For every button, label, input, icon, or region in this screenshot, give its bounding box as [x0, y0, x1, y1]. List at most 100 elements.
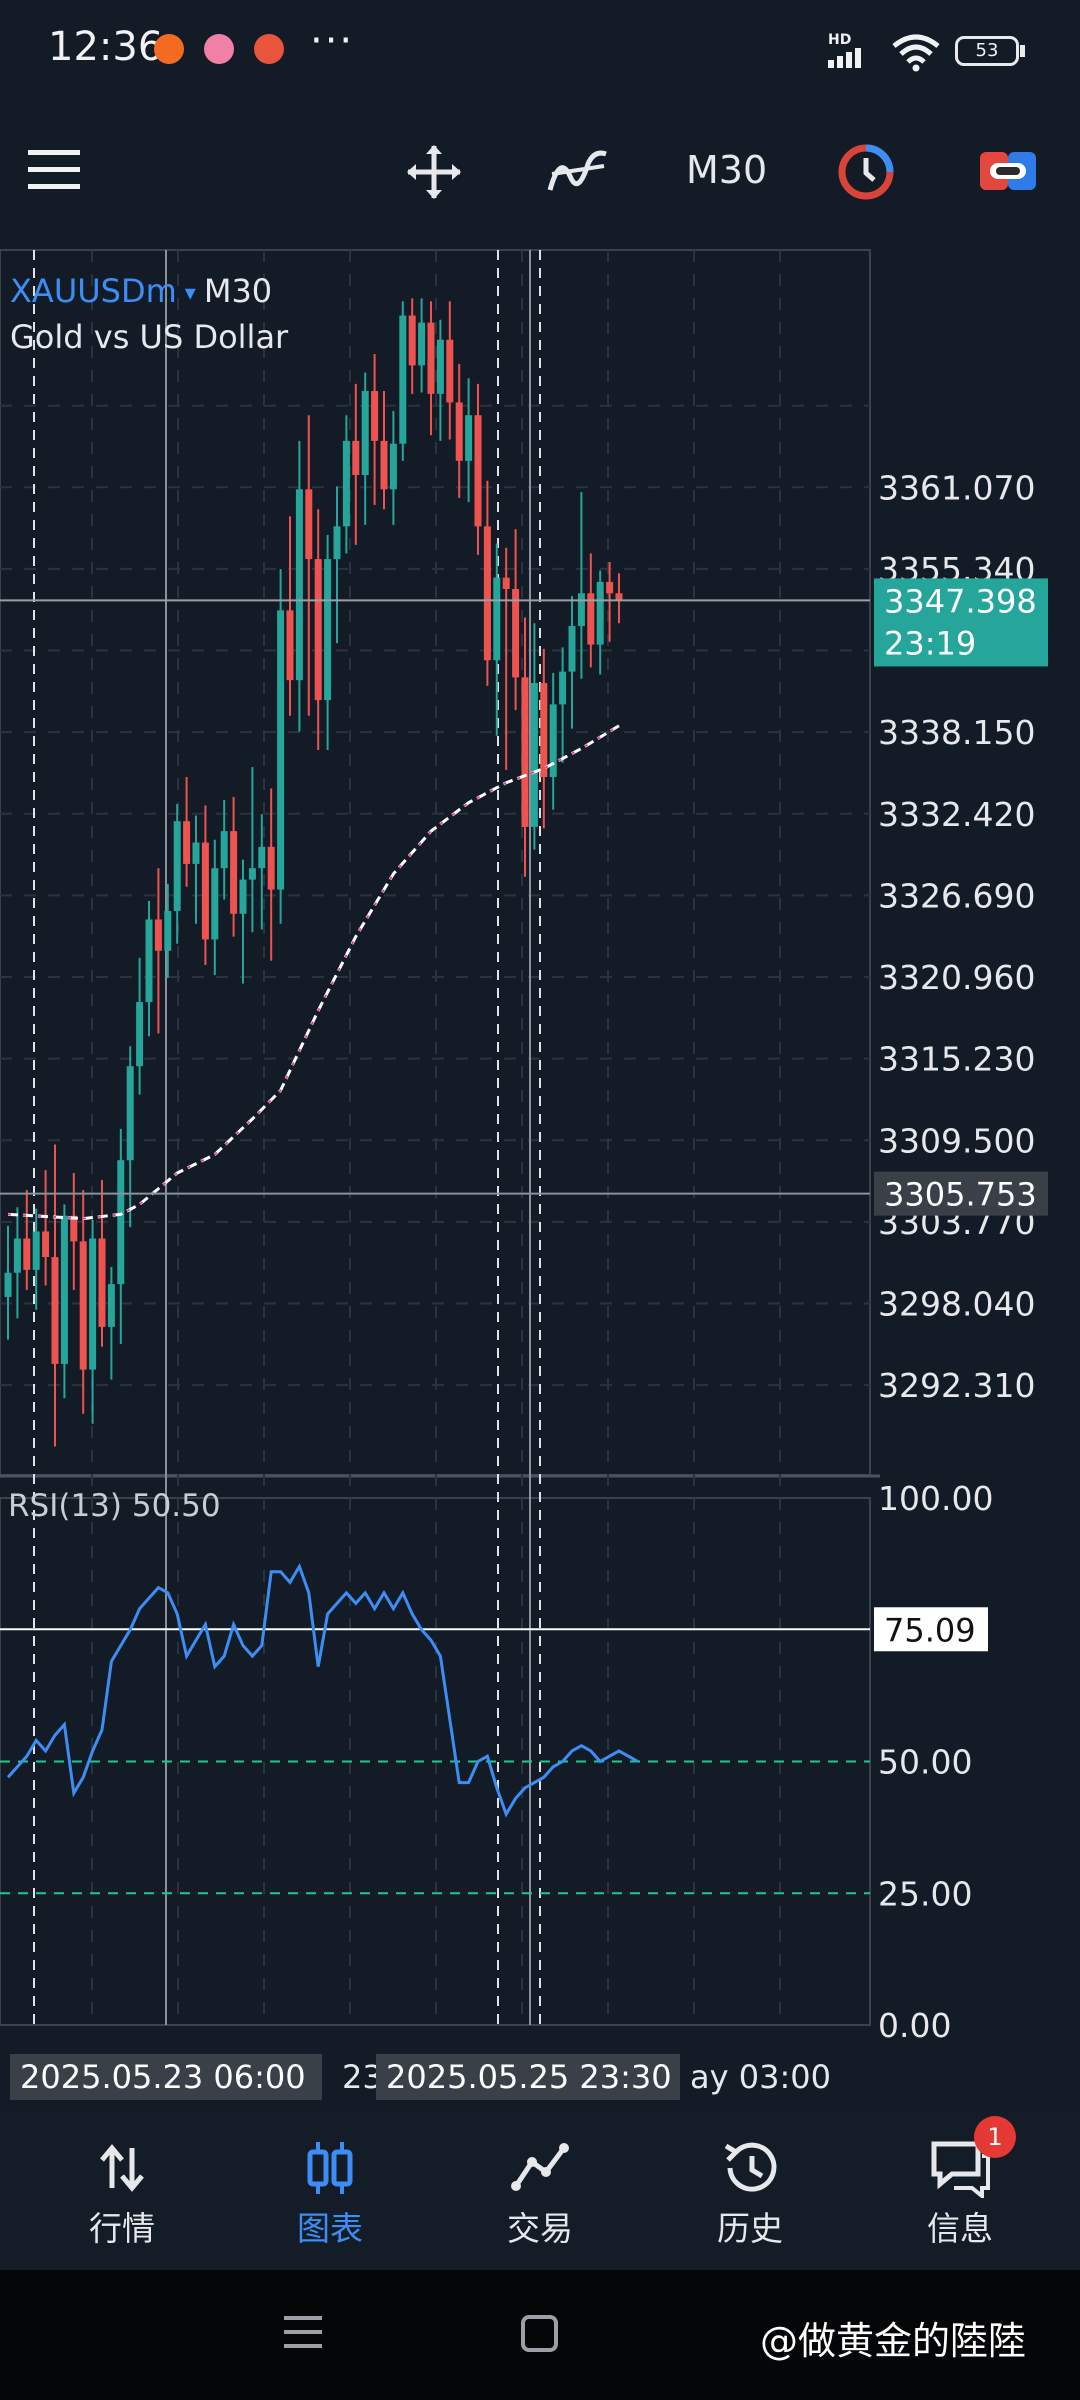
symbol-header[interactable]: XAUUSDm ▾ M30 [10, 272, 272, 310]
timer-clock-icon[interactable] [836, 142, 896, 202]
price-axis-label: 3309.500 [878, 1121, 1035, 1160]
bullish-candle [493, 577, 501, 661]
price-axis-label: 3315.230 [878, 1040, 1035, 1079]
time-label-tag [10, 2054, 322, 2100]
bearish-candle [512, 589, 520, 678]
current-price-tag [874, 578, 1048, 667]
app-notification-pink-icon [204, 34, 234, 64]
bullish-candle [211, 868, 219, 940]
time-label-tag [376, 2054, 680, 2100]
move-crosshair-icon[interactable] [404, 142, 464, 202]
quotes-arrows-icon [100, 2144, 144, 2192]
bearish-candle [427, 322, 435, 394]
symbol-dropdown-icon[interactable]: ▾ [184, 280, 196, 306]
moving-average-line-accent [7, 724, 620, 1220]
symbol-description: Gold vs US Dollar [10, 318, 289, 356]
bearish-candle [455, 402, 463, 461]
nav-chart[interactable]: 图表 [222, 2110, 438, 2270]
bearish-candle [446, 339, 454, 403]
bearish-candle [474, 415, 482, 527]
one-click-trading-icon[interactable] [978, 148, 1038, 194]
crosshair-price-value: 3305.753 [884, 1176, 1037, 1214]
signal-icon [828, 48, 861, 68]
bearish-candle [380, 440, 388, 490]
bullish-candle [117, 1160, 125, 1285]
bearish-candle [371, 391, 379, 441]
price-axis-label: 3326.690 [878, 876, 1035, 915]
bullish-candle [530, 683, 538, 827]
current-price-value: 3347.398 [884, 582, 1037, 620]
system-navigation-bar [0, 2270, 1080, 2400]
symbol-timeframe: M30 [203, 272, 273, 310]
bearish-candle [286, 610, 294, 681]
bullish-candle [465, 415, 473, 461]
bullish-candle [32, 1231, 40, 1270]
bullish-candle [295, 489, 303, 681]
bearish-candle [79, 1241, 87, 1370]
time-axis-label: ay 03:00 [690, 2058, 831, 2096]
bullish-candle [192, 842, 200, 864]
bearish-candle [408, 315, 416, 366]
bearish-candle [230, 831, 238, 914]
trade-line-icon [511, 2143, 569, 2191]
nav-history[interactable]: 历史 [642, 2110, 858, 2270]
nav-quotes[interactable]: 行情 [14, 2110, 230, 2270]
status-more-icon: ··· [310, 18, 355, 64]
nav-messages[interactable]: 信息 [852, 2110, 1068, 2270]
bullish-candle [164, 910, 172, 951]
home-button-icon[interactable] [520, 2314, 560, 2354]
bullish-candle [258, 846, 266, 869]
status-bar: 12:36 ··· HD 53 [0, 0, 1080, 100]
bullish-candle [399, 315, 407, 444]
battery-level: 53 [975, 40, 999, 61]
rsi-indicator-label[interactable]: RSI(13) 50.50 [8, 1488, 221, 1524]
rsi-axis-label: 0.00 [878, 2006, 951, 2045]
bearish-candle [615, 593, 623, 601]
wifi-icon [892, 34, 940, 72]
price-chart[interactable]: 3292.3103298.0403303.7703309.5003315.230… [0, 240, 1080, 2100]
bullish-candle [596, 581, 604, 645]
bullish-candle [361, 391, 369, 476]
indicators-icon[interactable] [546, 144, 610, 200]
status-time: 12:36 [48, 24, 164, 70]
bullish-candle [126, 1066, 134, 1161]
chart-toolbar [0, 110, 1080, 230]
battery-icon: 53 [955, 36, 1019, 66]
bullish-candle [342, 440, 350, 527]
bearish-candle [540, 683, 548, 778]
price-axis-label: 3298.040 [878, 1285, 1035, 1324]
time-axis-label: 2025.05.25 23:30 [386, 2058, 672, 2096]
rsi-axis-label: 25.00 [878, 1874, 972, 1913]
bearish-candle [201, 842, 209, 940]
watermark-text: @做黄金的陸陸 [760, 2319, 1027, 2363]
bullish-candle [145, 919, 153, 1003]
hamburger-menu-icon[interactable] [28, 150, 82, 190]
bearish-candle [42, 1231, 50, 1258]
nav-label: 交易 [507, 2209, 573, 2248]
bullish-candle [277, 610, 285, 890]
symbol-name[interactable]: XAUUSDm [10, 272, 177, 310]
timeframe-button[interactable]: M30 [686, 148, 768, 192]
bearish-candle [183, 821, 191, 864]
bullish-candle [60, 1215, 68, 1364]
bullish-candle [436, 339, 444, 394]
bottom-navigation: 行情 图表 交易 历史 信息 [0, 2110, 1080, 2270]
candle-countdown: 23:19 [884, 624, 976, 662]
bearish-candle [51, 1257, 59, 1364]
bullish-candle [13, 1238, 21, 1273]
bullish-candle [568, 626, 576, 672]
bearish-candle [154, 919, 162, 951]
bullish-candle [418, 322, 426, 366]
time-axis-label: 23 [342, 2058, 383, 2096]
bearish-candle [502, 577, 510, 590]
bullish-candle [324, 559, 332, 701]
bullish-candle [220, 831, 228, 869]
nav-trade[interactable]: 交易 [432, 2110, 648, 2270]
price-axis-label: 3332.420 [878, 795, 1035, 834]
bullish-candle [389, 443, 397, 490]
bullish-candle [173, 821, 181, 911]
history-clock-icon [724, 2142, 777, 2192]
recent-apps-icon[interactable] [284, 2314, 324, 2350]
rsi-axis-label: 100.00 [878, 1479, 993, 1518]
bearish-candle [352, 440, 360, 476]
